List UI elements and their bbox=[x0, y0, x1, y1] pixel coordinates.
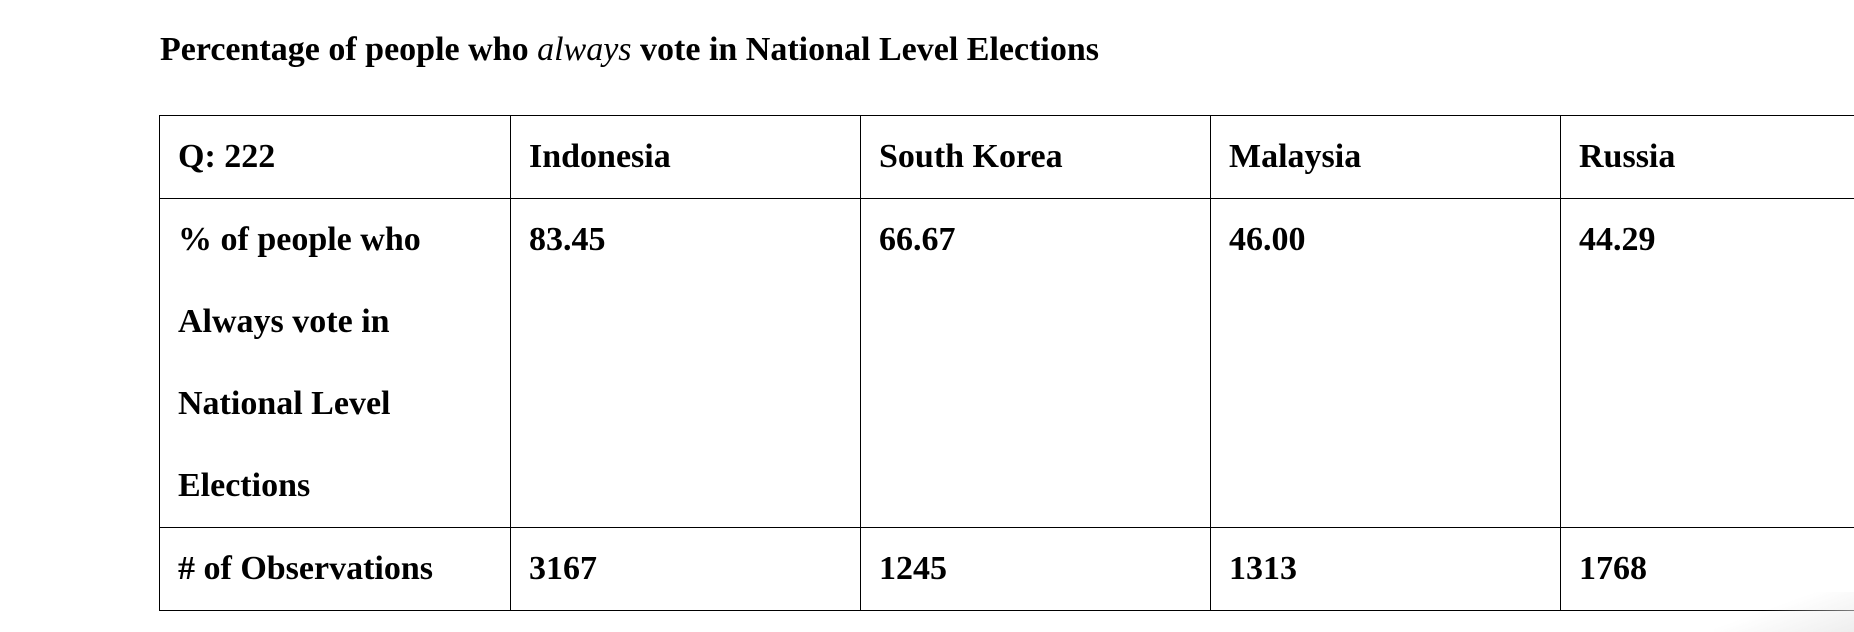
percent-row: % of people who Always vote in National … bbox=[159, 198, 1854, 528]
title-text-end: vote in National Level Elections bbox=[631, 31, 1099, 68]
header-south-korea: South Korea bbox=[860, 115, 1211, 199]
percent-label-line: National Level bbox=[178, 385, 391, 422]
question-id-cell: Q: 222 bbox=[159, 115, 511, 199]
page-corner-shadow bbox=[1714, 592, 1854, 632]
percent-south-korea: 66.67 bbox=[860, 198, 1211, 528]
header-indonesia: Indonesia bbox=[510, 115, 861, 199]
results-table: Q: 222 Indonesia South Korea Malaysia Ru… bbox=[159, 115, 1854, 611]
header-malaysia: Malaysia bbox=[1210, 115, 1561, 199]
observations-malaysia: 1313 bbox=[1210, 527, 1561, 611]
observations-south-korea: 1245 bbox=[860, 527, 1211, 611]
percent-indonesia: 83.45 bbox=[510, 198, 861, 528]
table-header-row: Q: 222 Indonesia South Korea Malaysia Ru… bbox=[159, 115, 1854, 199]
document-title: Percentage of people who always vote in … bbox=[160, 30, 1099, 71]
observations-row: # of Observations 3167 1245 1313 1768 bbox=[159, 527, 1854, 611]
observations-indonesia: 3167 bbox=[510, 527, 861, 611]
observations-row-label: # of Observations bbox=[159, 527, 511, 611]
percent-label-line: % of people who bbox=[178, 221, 421, 258]
percent-russia: 44.29 bbox=[1560, 198, 1854, 528]
percent-row-label: % of people who Always vote in National … bbox=[159, 198, 511, 528]
percent-label-line: Always vote in bbox=[178, 303, 390, 340]
header-russia: Russia bbox=[1560, 115, 1854, 199]
title-text-start: Percentage of people who bbox=[160, 31, 538, 68]
percent-malaysia: 46.00 bbox=[1210, 198, 1561, 528]
title-text-italic: always bbox=[537, 31, 632, 68]
percent-label-line: Elections bbox=[178, 467, 311, 504]
